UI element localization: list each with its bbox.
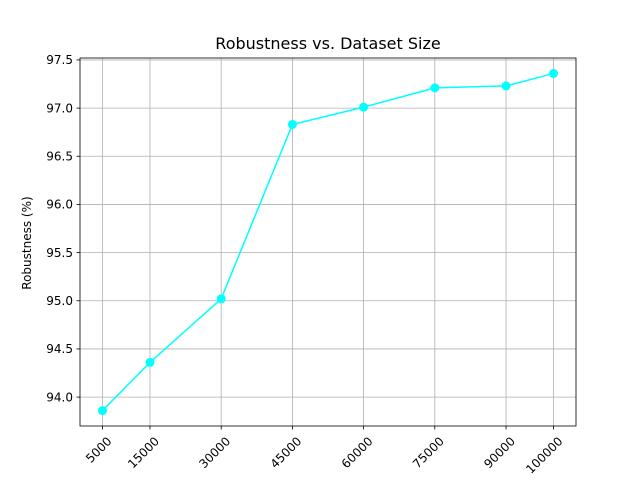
y-tick-label: 95.5 xyxy=(46,246,73,260)
grid xyxy=(80,58,576,426)
series-line xyxy=(101,72,554,412)
data-point-marker xyxy=(145,357,155,367)
y-tick-label: 94.0 xyxy=(46,390,73,404)
axes xyxy=(79,57,577,427)
y-tick-label: 94.5 xyxy=(46,342,73,356)
data-point-marker xyxy=(359,102,369,112)
data-point-marker xyxy=(549,68,558,78)
y-tick-label: 97.5 xyxy=(46,53,73,67)
plot-area-frame xyxy=(79,57,577,427)
data-point-marker xyxy=(98,406,107,416)
y-tick-label: 96.5 xyxy=(46,150,73,164)
y-axis-ticks: 94.0 94.5 95.0 95.5 96.0 96.5 97.0 97.5 xyxy=(46,53,80,404)
data-point-marker xyxy=(216,294,226,304)
y-tick-label: 96.0 xyxy=(46,198,73,212)
y-axis-label: Robustness (%) xyxy=(20,196,34,289)
data-point-marker xyxy=(501,81,511,91)
chart-title: Robustness vs. Dataset Size xyxy=(215,34,440,53)
data-point-marker xyxy=(430,83,440,93)
series-layer xyxy=(98,68,558,416)
y-tick-label: 97.0 xyxy=(46,101,73,115)
data-point-marker xyxy=(287,119,297,129)
y-tick-label: 95.0 xyxy=(46,294,73,308)
